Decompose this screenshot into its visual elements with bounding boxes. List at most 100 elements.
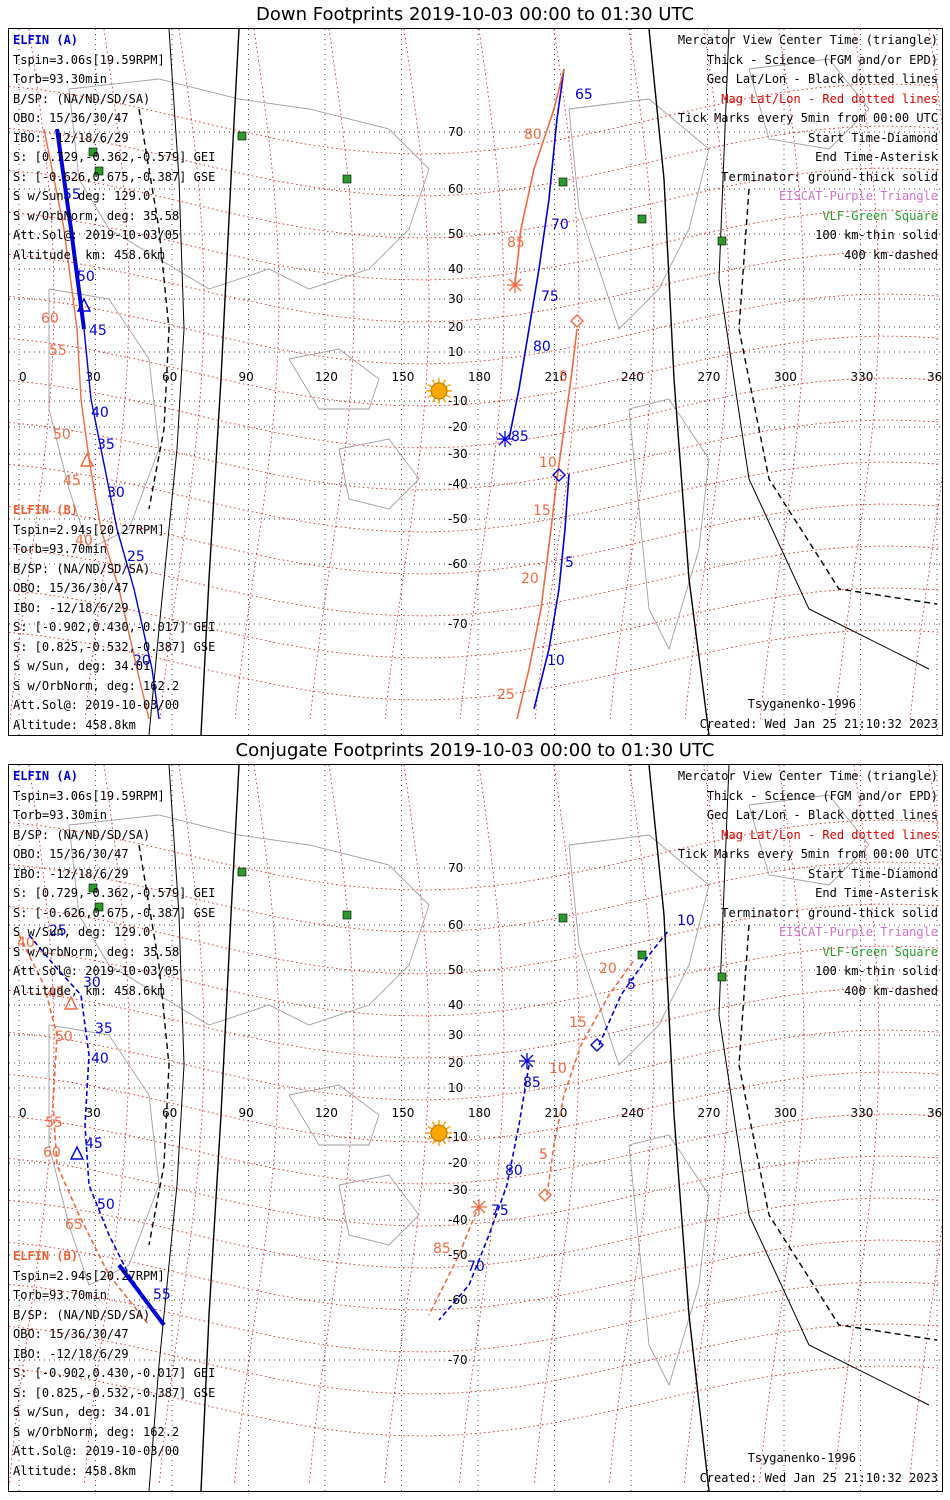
legend-line: Mercator View Center Time (triangle) (677, 33, 938, 47)
lon-tick-label: 270 (698, 1106, 721, 1120)
lat-tick-label: -70 (448, 617, 468, 631)
vlf-square-icon (237, 131, 247, 141)
lon-tick-label: 150 (392, 370, 415, 384)
end-time-asterisk-icon (471, 1199, 487, 1215)
track-tick-label: 55 (153, 1287, 171, 1303)
track-tick-label: 30 (83, 975, 101, 991)
coastline (288, 348, 380, 410)
track-tick-label: 80 (524, 127, 542, 143)
track-tick-label: 50 (97, 1197, 115, 1213)
info-line: IBO: -12/18/6/29 (13, 600, 129, 615)
lat-tick-label: -60 (448, 557, 468, 571)
start-time-diamond-icon (570, 314, 584, 328)
mag-parallel (9, 1365, 940, 1437)
lon-tick-label: 120 (315, 370, 338, 384)
track-tick-label: 5 (539, 1147, 548, 1163)
lat-tick-label: 50 (448, 227, 463, 241)
elfin-a-header: ELFIN (A) (13, 33, 79, 47)
coastline (68, 814, 430, 1026)
lat-tick-label: -40 (448, 1213, 468, 1227)
info-line: Torb=93.30min (13, 808, 107, 822)
legend-line: 400 km-dashed (844, 983, 938, 998)
track-tick-label: 55 (49, 343, 67, 359)
lon-tick-label: 30 (86, 1106, 101, 1120)
elfin-b-track (18, 934, 150, 1326)
info-line: IBO: -12/18/6/29 (13, 1346, 129, 1361)
track-tick-label: 40 (91, 1051, 109, 1067)
coastline (48, 288, 160, 550)
mag-parallel (9, 819, 940, 891)
track-tick-label: 85 (511, 429, 529, 445)
center-time-triangle-icon (76, 297, 92, 312)
lat-tick-label: 10 (448, 345, 463, 359)
info-line: S: [0.825,-0.532,-0.387] GSE (13, 639, 216, 654)
vlf-square-icon (717, 236, 727, 246)
track-tick-label: 80 (505, 1163, 523, 1179)
elfin-b-header: ELFIN (B) (13, 503, 79, 517)
coastline (628, 1134, 710, 1387)
info-line: Att.Sol@: 2019-10-03/00 (13, 1444, 180, 1458)
terminator-line (200, 29, 240, 735)
sun-ray (431, 1139, 436, 1145)
mag-meridian (908, 765, 942, 1486)
lon-tick-label: 180 (468, 1106, 491, 1120)
lat-tick-label: -10 (448, 1130, 468, 1144)
coastline (68, 78, 430, 290)
info-line: S: [-0.902,0.430,-0.017] GEI (13, 620, 216, 634)
lon-tick-label: 210 (545, 1106, 568, 1120)
legend-right: Mercator View Center Time (triangle) Thi… (678, 31, 938, 265)
mag-parallel (9, 293, 940, 365)
terminator-400km (138, 108, 170, 510)
lon-tick-label: 60 (162, 370, 177, 384)
mag-meridian (683, 765, 730, 1486)
track-tick-label: 70 (551, 217, 569, 233)
legend-line: Start Time-Diamond (807, 866, 938, 881)
sun-ray (431, 1121, 436, 1127)
track-tick-label: 65 (65, 1217, 83, 1233)
track-tick-label: 25 (127, 549, 145, 565)
mag-parallel (9, 1239, 940, 1311)
track-tick-label: 35 (95, 1021, 113, 1037)
map-canvas: 70 60 50 40 30 20 10 -10 -20 -30 -40 -50 -60 -70 0 30 60… (9, 29, 942, 735)
vlf-square-icon (88, 147, 98, 157)
info-line: S w/OrbNorm, deg: 35.58 (13, 944, 180, 959)
legend-line: Thick - Science (FGM and/or EPD) (706, 788, 938, 803)
panel-title-conjugate: Conjugate Footprints 2019-10-03 00:00 to… (235, 740, 715, 761)
legend-line: End Time-Asterisk (815, 886, 938, 900)
lat-tick-label: 20 (448, 320, 463, 334)
track-tick-label: 75 (491, 1203, 509, 1219)
legend-line: VLF-Green Square (822, 208, 938, 223)
info-line: IBO: -12/18/6/29 (13, 130, 129, 145)
lat-tick-label: -60 (448, 1293, 468, 1307)
coastline (338, 1174, 420, 1246)
lat-tick-label: 30 (448, 1028, 463, 1042)
created-label: Created: Wed Jan 25 21:10:32 2023 (699, 1471, 938, 1485)
lat-tick-label: -10 (448, 394, 468, 408)
lon-tick-label: 360 (927, 1106, 942, 1120)
terminator-100km (148, 765, 185, 1491)
info-line: Altitude, km: 458.6km (13, 983, 165, 998)
info-line: OBO: 15/36/30/47 (13, 847, 129, 861)
lon-tick-label: 300 (774, 370, 797, 384)
track-tick-label: 85 (523, 1075, 541, 1091)
legend-line: 100 km-thin solid (815, 964, 938, 978)
elfin-b-track (546, 959, 635, 1196)
track-tick-label: 25 (49, 923, 67, 939)
sun-ray (431, 379, 436, 385)
mag-parallel (9, 629, 940, 701)
track-tick-label: 45 (85, 1136, 103, 1152)
panel-title-down: Down Footprints 2019-10-03 00:00 to 01:3… (256, 4, 694, 25)
track-tick-label: 20 (133, 653, 151, 669)
elfin-a-info: ELFIN (A) Tspin=3.06s[19.59RPM] Torb=93.… (13, 31, 215, 265)
track-tick-label: 15 (533, 503, 551, 519)
lon-tick-label: 210 (545, 370, 568, 384)
info-line: Torb=93.70min (13, 542, 107, 556)
lat-tick-label: 60 (448, 918, 463, 932)
info-line: B/SP: (NA/ND/SD/SA) (13, 827, 151, 842)
info-line: S: [0.729,-0.362,-0.579] GEI (13, 150, 216, 164)
lat-tick-label: 20 (448, 1056, 463, 1070)
mag-parallel (9, 1323, 940, 1395)
legend-line: Tick Marks every 5min from 00:00 UTC (677, 111, 938, 125)
elfin-a-track (28, 934, 165, 1326)
elfin-a-header: ELFIN (A) (13, 769, 79, 783)
